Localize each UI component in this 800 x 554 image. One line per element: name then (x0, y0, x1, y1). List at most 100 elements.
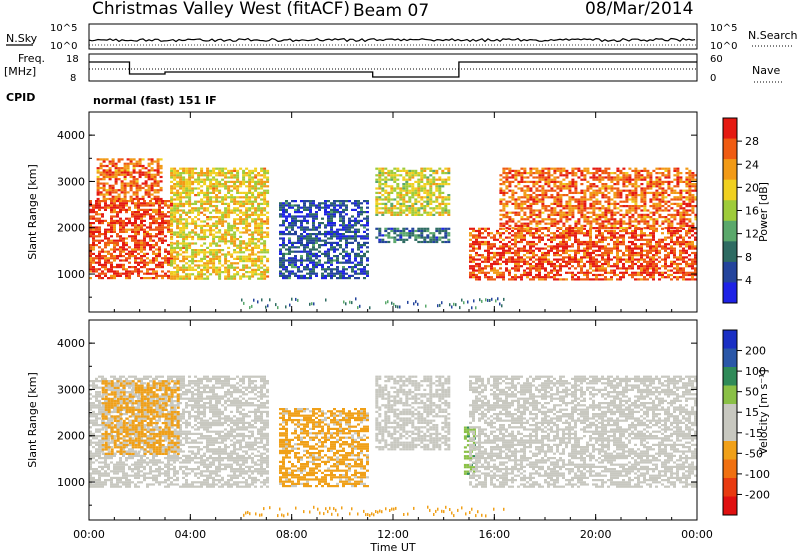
power-cell (586, 222, 590, 225)
power-cell (565, 205, 569, 208)
power-cell (628, 251, 631, 255)
power-cell (167, 224, 170, 227)
power-cell (167, 252, 170, 255)
power-cell (218, 211, 222, 214)
power-cell (348, 219, 351, 222)
power-cell (529, 172, 533, 175)
power-cell (357, 277, 360, 280)
power-cell (137, 204, 140, 207)
power-cell (360, 208, 363, 211)
power-cell (435, 200, 439, 203)
power-cell (685, 260, 688, 263)
power-cell (661, 265, 664, 268)
power-cell (185, 202, 189, 205)
power-cell (520, 249, 523, 252)
power-cell (417, 174, 421, 177)
power-cell (354, 263, 357, 266)
power-cell (185, 227, 189, 230)
power-cell (417, 189, 421, 192)
power-cell (613, 240, 616, 244)
power-cell (206, 196, 210, 199)
power-cell (589, 251, 592, 255)
power-cell (215, 235, 219, 238)
power-cell (164, 272, 167, 275)
power-cell (116, 200, 119, 203)
power-cell (484, 267, 487, 270)
power-cell (553, 211, 557, 214)
power-cell (339, 252, 342, 255)
power-cell (279, 206, 282, 209)
power-cell (381, 167, 385, 170)
power-cell (179, 194, 183, 197)
power-cell (185, 180, 189, 183)
power-cell (324, 239, 327, 242)
power-cell (538, 185, 542, 188)
power-cell (577, 176, 581, 179)
power-cell (254, 185, 258, 188)
power-cell (107, 252, 110, 255)
power-cell (517, 196, 521, 199)
power-cell (203, 229, 207, 232)
power-cell (652, 234, 655, 237)
power-cell (342, 257, 345, 260)
power-cell (188, 255, 192, 258)
power-cell (161, 239, 164, 242)
power-cell (685, 251, 688, 255)
power-cell (303, 237, 306, 240)
power-cell (309, 270, 312, 273)
power-cell (176, 240, 180, 243)
power-cell (384, 207, 388, 210)
power-cell (342, 248, 345, 251)
power-cell (523, 234, 526, 237)
power-cell (553, 267, 556, 270)
power-cell (117, 158, 121, 161)
power-cell (399, 189, 403, 192)
power-cell (327, 211, 330, 214)
power-cell (242, 174, 246, 177)
power-cell (598, 191, 602, 194)
power-cell (215, 167, 219, 170)
power-cell (517, 207, 521, 210)
power-cell (544, 258, 547, 261)
power-cell (357, 222, 360, 225)
power-cell (610, 232, 613, 235)
power-cell (565, 265, 568, 268)
power-cell (245, 172, 249, 175)
power-cell (134, 259, 137, 262)
power-cell (408, 236, 412, 239)
power-cell (652, 258, 655, 261)
power-cell (266, 251, 270, 254)
power-cell (176, 251, 180, 254)
power-cell (98, 208, 101, 211)
power-cell (170, 231, 174, 234)
power-cell (646, 271, 649, 274)
power-cell (541, 247, 544, 250)
power-cell (511, 247, 514, 250)
power-cell (170, 233, 173, 236)
power-cell (122, 230, 125, 233)
power-cell (541, 191, 545, 194)
power-cell (179, 176, 183, 179)
power-cell (652, 273, 655, 277)
power-cell (408, 229, 412, 233)
power-cell (303, 250, 306, 253)
power-cell (490, 232, 493, 235)
power-cell (285, 266, 288, 269)
power-cell (123, 186, 127, 190)
power-cell (399, 187, 403, 190)
power-cell (218, 275, 222, 278)
power-cell (138, 197, 142, 201)
power-cell (266, 233, 270, 236)
power-cell (182, 167, 186, 170)
power-cell (475, 276, 478, 279)
power-cell (393, 198, 397, 201)
power-cell (664, 267, 667, 270)
power-cell (251, 213, 255, 216)
power-cell (447, 232, 451, 235)
power-cell (514, 169, 518, 172)
power-cell (315, 233, 318, 236)
power-cell (652, 256, 655, 259)
power-cell (547, 209, 551, 212)
power-cell (646, 256, 649, 259)
power-cell (475, 234, 478, 237)
